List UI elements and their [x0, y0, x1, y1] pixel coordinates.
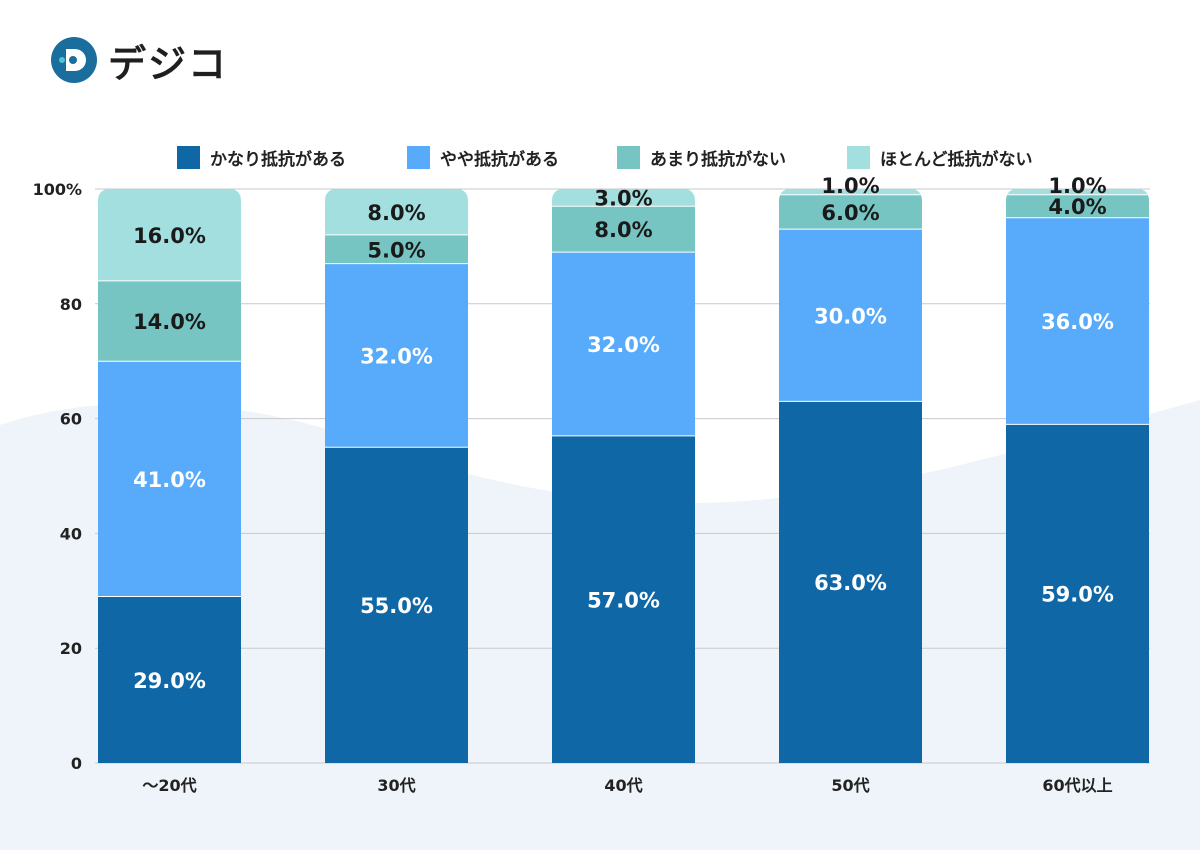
legend-item-3: あまり抵抗がない: [617, 142, 786, 172]
data-label-3-4: 3.0%: [594, 187, 652, 211]
data-label-1-3: 14.0%: [133, 310, 206, 334]
x-tick-label-5: 60代以上: [1042, 776, 1112, 795]
legend-label-2: やや抵抗がある: [440, 149, 559, 170]
bar-segment-5-2: [1006, 217, 1149, 425]
bar-segment-1-1: [98, 596, 241, 763]
data-label-2-1: 55.0%: [360, 594, 433, 618]
legend-swatch-2: [407, 145, 430, 169]
data-label-5-2: 36.0%: [1041, 310, 1114, 334]
bar-group-4: [779, 189, 922, 763]
bar-segment-3-3: [552, 206, 695, 253]
y-tick-label-20: 20: [60, 639, 82, 658]
legend-swatch-1: [177, 145, 200, 169]
bar-segment-3-4: [552, 189, 695, 207]
x-tick-label-4: 50代: [831, 776, 869, 795]
y-tick-label-60: 60: [60, 410, 82, 429]
bar-group-2: [325, 189, 468, 763]
x-tick-label-3: 40代: [604, 776, 642, 795]
legend-swatch-3: [617, 145, 640, 169]
bar-segment-4-4: [779, 189, 922, 195]
brand-mark-icon: [51, 37, 97, 83]
bar-segment-1-2: [98, 361, 241, 597]
bar-group-3: [552, 189, 695, 763]
legend-label-4: ほとんど抵抗がない: [880, 149, 1033, 170]
bar-segment-4-2: [779, 229, 922, 402]
x-tick-label-2: 30代: [377, 776, 415, 795]
data-label-5-4: 1.0%: [1048, 174, 1106, 198]
data-label-4-2: 30.0%: [814, 304, 887, 328]
bar-segment-2-1: [325, 447, 468, 763]
bar-segment-4-1: [779, 401, 922, 763]
data-label-2-3: 5.0%: [367, 238, 425, 262]
y-tick-label-100: 100%: [33, 180, 82, 199]
bar-segment-3-1: [552, 435, 695, 763]
bar-group-1: [98, 189, 241, 763]
data-label-5-3: 4.0%: [1048, 195, 1106, 219]
data-label-5-1: 59.0%: [1041, 583, 1114, 607]
data-label-4-1: 63.0%: [814, 571, 887, 595]
data-label-4-3: 6.0%: [821, 201, 879, 225]
bar-segment-5-1: [1006, 424, 1149, 763]
bar-segment-3-2: [552, 252, 695, 436]
data-label-1-4: 16.0%: [133, 224, 206, 248]
legend-swatch-4: [847, 145, 870, 169]
data-label-3-3: 8.0%: [594, 218, 652, 242]
bar-segment-5-3: [1006, 194, 1149, 218]
chart-legend: かなり抵抗がある やや抵抗がある あまり抵抗がない ほとんど抵抗がない: [0, 142, 1200, 172]
data-label-2-4: 8.0%: [367, 201, 425, 225]
data-label-1-2: 41.0%: [133, 468, 206, 492]
legend-item-2: やや抵抗がある: [407, 142, 559, 172]
bar-segment-1-3: [98, 280, 241, 362]
data-label-3-1: 57.0%: [587, 588, 660, 612]
bar-segment-1-4: [98, 189, 241, 281]
bar-segment-5-4: [1006, 189, 1149, 195]
legend-label-3: あまり抵抗がない: [650, 149, 786, 170]
legend-label-1: かなり抵抗がある: [210, 149, 346, 170]
legend-item-1: かなり抵抗がある: [177, 142, 346, 172]
bar-segment-2-2: [325, 263, 468, 448]
y-tick-label-40: 40: [60, 524, 82, 543]
x-tick-label-1: 〜20代: [142, 776, 196, 795]
y-tick-label-0: 0: [71, 754, 82, 773]
data-label-2-2: 32.0%: [360, 344, 433, 368]
brand-logo: デジコ: [50, 36, 250, 86]
y-tick-label-80: 80: [60, 295, 82, 314]
bar-segment-2-4: [325, 189, 468, 235]
bar-segment-4-3: [779, 194, 922, 230]
data-label-3-2: 32.0%: [587, 333, 660, 357]
legend-item-4: ほとんど抵抗がない: [847, 142, 1033, 172]
data-label-1-1: 29.0%: [133, 669, 206, 693]
data-label-4-4: 1.0%: [821, 174, 879, 198]
bar-group-5: [1006, 189, 1149, 763]
brand-name: デジコ: [108, 41, 229, 86]
bar-segment-2-3: [325, 234, 468, 264]
